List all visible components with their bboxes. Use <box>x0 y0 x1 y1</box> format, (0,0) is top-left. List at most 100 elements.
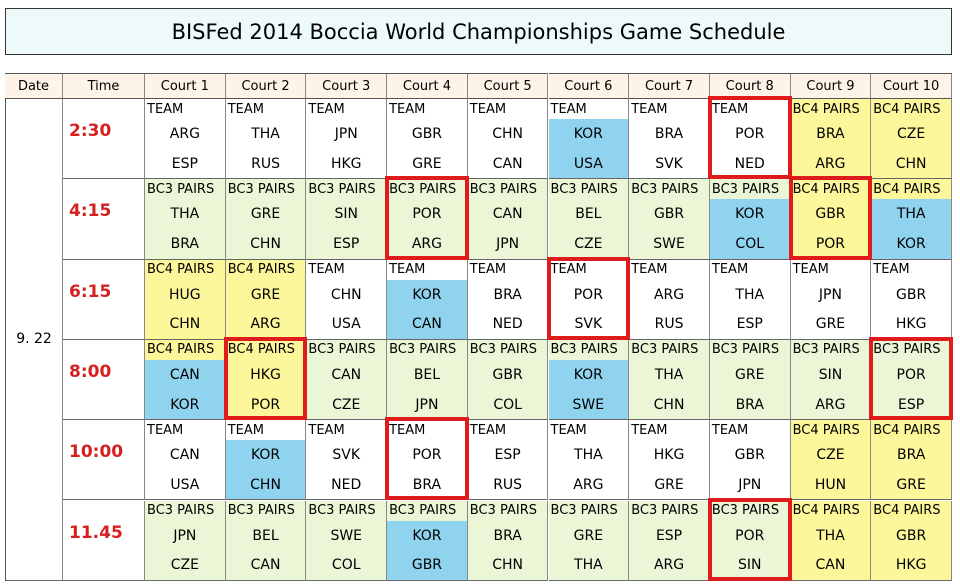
team: CZE <box>306 390 388 421</box>
category: TEAM <box>629 420 710 441</box>
category: TEAM <box>387 259 468 280</box>
category: BC3 PAIRS <box>548 339 630 360</box>
column-header: Court 2 <box>225 73 307 99</box>
time: 4:15 <box>69 201 112 222</box>
time: 8:00 <box>69 361 112 382</box>
team: GRE <box>871 470 952 501</box>
category: TEAM <box>225 420 307 441</box>
category: BC3 PAIRS <box>790 339 872 360</box>
team: GBR <box>709 440 791 471</box>
team: POR <box>387 440 468 471</box>
category: TEAM <box>629 259 710 280</box>
category: BC3 PAIRS <box>629 339 710 360</box>
team: ARG <box>790 149 872 180</box>
column-header: Court 7 <box>629 73 710 99</box>
category: TEAM <box>145 99 226 119</box>
team: USA <box>306 309 388 340</box>
team: NED <box>306 470 388 501</box>
time-cell <box>63 179 145 260</box>
team: ARG <box>387 229 468 260</box>
team: BEL <box>225 520 307 551</box>
team: CAN <box>145 359 226 391</box>
category: BC3 PAIRS <box>629 179 710 200</box>
team: CHN <box>145 309 226 340</box>
title: BISFed 2014 Boccia World Championships G… <box>5 8 952 55</box>
team: KOR <box>225 440 307 471</box>
team: BRA <box>709 390 791 421</box>
team: ESP <box>306 229 388 260</box>
team: CAN <box>225 550 307 581</box>
team: ESP <box>145 149 226 180</box>
team: CAN <box>306 359 388 391</box>
category: TEAM <box>145 420 226 441</box>
team: ARG <box>790 390 872 421</box>
category: BC3 PAIRS <box>145 179 226 200</box>
team: HKG <box>306 149 388 180</box>
category: TEAM <box>225 99 307 119</box>
team: CHN <box>225 470 307 501</box>
category: TEAM <box>871 259 952 280</box>
team: USA <box>145 470 226 501</box>
team: RUS <box>225 149 307 180</box>
team: BRA <box>871 440 952 471</box>
time-cell <box>63 420 145 501</box>
column-header: Court 8 <box>709 73 791 99</box>
team: RUS <box>629 309 710 340</box>
team: BRA <box>145 229 226 260</box>
team: GBR <box>387 119 468 150</box>
team: ARG <box>225 309 307 340</box>
category: BC4 PAIRS <box>871 500 952 521</box>
team: GRE <box>387 149 468 180</box>
team: USA <box>548 149 630 180</box>
team: NED <box>467 309 549 340</box>
team: POR <box>548 279 630 310</box>
category: BC3 PAIRS <box>306 500 388 521</box>
team: ARG <box>629 279 710 310</box>
category: BC4 PAIRS <box>790 420 872 441</box>
team: CZE <box>145 550 226 581</box>
category: BC3 PAIRS <box>306 179 388 200</box>
team: COL <box>467 390 549 421</box>
team: JPN <box>145 520 226 551</box>
team: POR <box>709 119 791 150</box>
team: POR <box>387 199 468 230</box>
team: KOR <box>387 279 468 310</box>
highlight-box <box>788 176 873 260</box>
team: HKG <box>871 550 952 581</box>
category: BC4 PAIRS <box>790 179 872 200</box>
team: RUS <box>467 470 549 501</box>
team: SWE <box>548 390 630 421</box>
time-cell <box>63 500 145 581</box>
team: JPN <box>387 390 468 421</box>
category: BC3 PAIRS <box>467 339 549 360</box>
team: GRE <box>709 359 791 391</box>
category: BC3 PAIRS <box>387 339 468 360</box>
team: CAN <box>790 550 872 581</box>
team: ESP <box>467 440 549 471</box>
category: BC3 PAIRS <box>467 500 549 521</box>
time: 2:30 <box>69 121 112 141</box>
team: BRA <box>790 119 872 150</box>
team: THA <box>548 550 630 581</box>
time-cell <box>63 259 145 340</box>
team: GBR <box>467 359 549 391</box>
team: CHN <box>225 229 307 260</box>
team: BEL <box>548 199 630 230</box>
highlight-box <box>223 336 308 421</box>
category: TEAM <box>467 99 549 119</box>
time: 6:15 <box>69 281 112 302</box>
category: BC4 PAIRS <box>145 259 226 280</box>
team: BRA <box>467 520 549 551</box>
category: BC4 PAIRS <box>145 339 226 360</box>
time-cell <box>63 99 145 180</box>
team: THA <box>225 119 307 150</box>
team: POR <box>709 520 791 551</box>
category: TEAM <box>709 259 791 280</box>
category: BC4 PAIRS <box>871 179 952 200</box>
category: BC4 PAIRS <box>225 259 307 280</box>
time: 11.45 <box>69 522 123 543</box>
column-header: Court 10 <box>871 73 952 99</box>
category: BC4 PAIRS <box>871 420 952 441</box>
team: GBR <box>387 550 468 581</box>
team: POR <box>225 390 307 421</box>
